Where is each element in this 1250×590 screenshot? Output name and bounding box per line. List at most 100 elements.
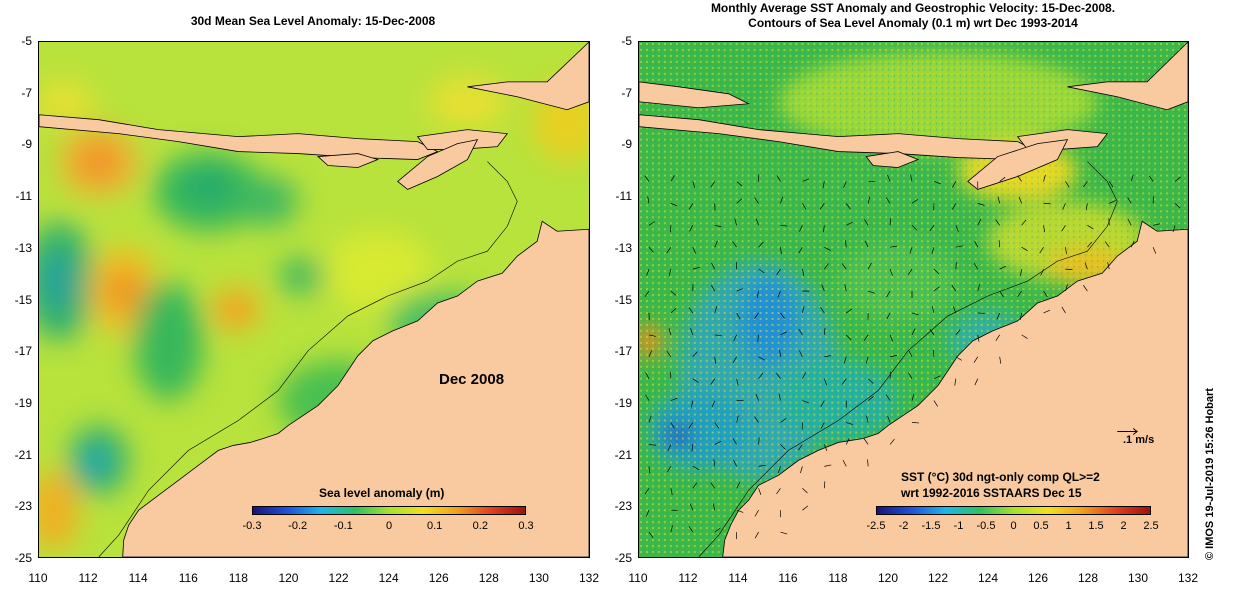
velocity-arrow: [714, 334, 722, 337]
velocity-arrow: [670, 397, 678, 401]
velocity-arrow: [798, 328, 803, 336]
velocity-arrow: [1017, 290, 1022, 297]
velocity-arrow: [780, 444, 786, 450]
velocity-arrow: [951, 285, 957, 292]
velocity-arrow: [757, 334, 759, 342]
velocity-arrow: [973, 356, 979, 363]
y-tick-label: -5: [621, 34, 632, 48]
velocity-arrow: [688, 422, 694, 429]
velocity-arrow: [736, 481, 741, 489]
velocity-arrow: [754, 416, 759, 423]
velocity-arrow: [1107, 262, 1110, 270]
x-tick-label: 114: [128, 571, 148, 585]
month-label: Dec 2008: [439, 371, 505, 388]
velocity-arrow: [996, 312, 1001, 320]
velocity-arrow: [889, 268, 893, 276]
velocity-arrow: [887, 174, 891, 182]
velocity-arrow: [1153, 223, 1160, 226]
velocity-arrow: [1174, 203, 1181, 209]
velocity-arrow: [824, 444, 828, 452]
colorbar-tick-label: 0.2: [472, 520, 488, 532]
velocity-arrow: [802, 178, 810, 182]
x-tick-label: 112: [78, 571, 98, 585]
velocity-arrow: [670, 290, 677, 296]
velocity-arrow: [714, 356, 716, 364]
velocity-arrow: [758, 488, 762, 495]
velocity-arrow: [865, 356, 869, 364]
velocity-arrow: [646, 268, 650, 276]
velocity-arrow: [819, 203, 825, 210]
velocity-arrow: [1084, 262, 1088, 270]
velocity-arrow: [758, 372, 764, 379]
x-tick-label: 128: [1077, 571, 1099, 585]
velocity-arrow: [863, 438, 869, 445]
velocity-arrow: [911, 199, 918, 204]
velocity-arrow: [845, 240, 847, 248]
velocity-arrow: [845, 438, 850, 445]
velocity-arrow: [668, 269, 672, 276]
velocity-arrow: [907, 268, 913, 275]
y-tick-label: -9: [21, 137, 32, 152]
velocity-arrow: [952, 181, 957, 188]
velocity-arrow: [999, 265, 1007, 270]
velocity-arrow: [802, 505, 809, 511]
colorbar-tick-label: 1: [1065, 520, 1072, 532]
velocity-arrow: [890, 355, 898, 358]
velocity-arrow: [841, 378, 847, 385]
colorbar-tick-label: 2.5: [1143, 520, 1159, 532]
velocity-arrow: [802, 269, 805, 276]
x-tick-label: 118: [828, 571, 848, 585]
velocity-arrow: [824, 263, 829, 270]
velocity-arrow: [885, 394, 891, 401]
y-tick-label: -17: [614, 344, 632, 359]
velocity-arrow: [974, 378, 979, 386]
velocity-arrow: [691, 400, 694, 408]
x-tick-label: 132: [1177, 571, 1199, 585]
y-tick-label: -5: [21, 34, 32, 48]
velocity-arrow: [911, 393, 915, 401]
velocity-arrow: [688, 203, 694, 210]
velocity-arrow: [867, 378, 874, 384]
sst-field: [639, 42, 1188, 557]
colorbar-tick-label: -2.5: [866, 520, 886, 532]
velocity-scale-arrow: [1117, 428, 1139, 435]
velocity-arrow: [758, 241, 764, 248]
velocity-arrow: [864, 240, 869, 248]
velocity-arrow: [758, 268, 765, 274]
velocity-arrow: [670, 422, 675, 429]
velocity-arrow: [932, 349, 935, 357]
sst-colorbar: [876, 506, 1151, 515]
velocity-arrow: [1065, 247, 1067, 255]
y-tick-label: -13: [614, 240, 632, 255]
velocity-arrow: [1065, 284, 1068, 292]
velocity-arrow: [973, 262, 979, 270]
velocity-arrow: [670, 308, 677, 314]
sst-anomaly-map: .1 m/s SST (°C) 30d ngt-only comp QL>=2 …: [638, 41, 1189, 558]
credit-text: © IMOS 19-Jul-2019 15:26 Hobart: [1204, 388, 1216, 560]
velocity-arrow: [645, 372, 650, 379]
velocity-arrow: [754, 312, 759, 319]
velocity-arrow: [802, 488, 808, 494]
velocity-arrow: [977, 203, 985, 206]
velocity-arrow: [644, 290, 650, 298]
velocity-arrow: [710, 181, 716, 188]
velocity-arrow: [864, 219, 869, 226]
x-tick-label: 128: [478, 571, 499, 585]
velocity-arrow: [648, 221, 656, 226]
velocity-arrow: [713, 459, 716, 467]
colorbar-tick-label: 2: [1120, 520, 1127, 532]
velocity-arrow: [736, 198, 743, 204]
velocity-arrow: [732, 241, 737, 248]
velocity-arrow: [736, 378, 739, 386]
velocity-arrow: [911, 225, 918, 231]
sea-level-anomaly-map: Dec 2008 Sea level anomaly (m) -0.3 -0.2 -…: [38, 41, 590, 558]
velocity-arrow: [732, 356, 737, 363]
velocity-arrow: [954, 378, 957, 386]
velocity-arrow: [1082, 181, 1088, 188]
velocity-arrow: [688, 526, 694, 533]
velocity-arrow: [689, 225, 694, 232]
y-tick-label: -23: [614, 499, 632, 514]
velocity-arrow: [997, 196, 1001, 204]
velocity-arrow: [758, 464, 766, 467]
velocity-arrow: [1109, 200, 1116, 204]
